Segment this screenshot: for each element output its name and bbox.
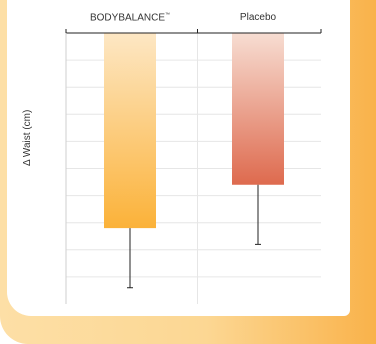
error-bars xyxy=(127,184,261,289)
y-axis-label: Δ Waist (cm) xyxy=(22,109,33,166)
axes xyxy=(65,29,322,304)
bars xyxy=(104,33,284,229)
category-label-bodybalance-text: BODYBALANCE xyxy=(89,12,166,24)
bar-placebo xyxy=(232,33,284,185)
chart-panel xyxy=(7,0,350,316)
bar-bodybalance xyxy=(104,33,156,229)
category-label-placebo-text: Placebo xyxy=(239,12,277,23)
category-label-placebo: Placebo xyxy=(240,12,276,23)
trademark-mark: ™ xyxy=(165,12,171,18)
category-label-bodybalance: BODYBALANCE™ xyxy=(90,12,170,23)
